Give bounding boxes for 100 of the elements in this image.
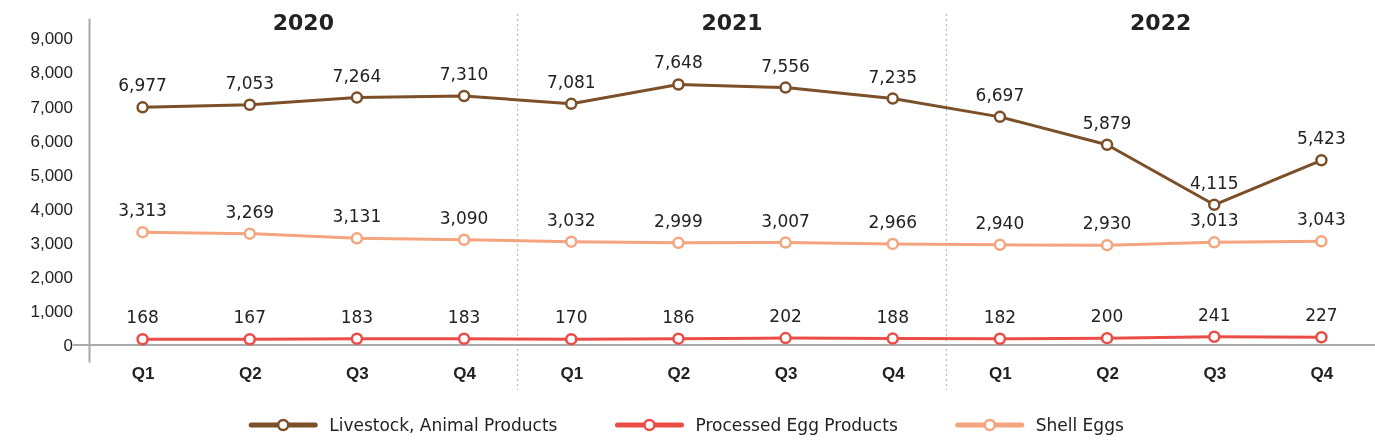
data-label: 7,264 (332, 65, 382, 86)
data-label: 3,131 (332, 206, 382, 227)
x-tick-label: Q2 (1096, 364, 1119, 384)
point (350, 91, 364, 104)
data-label: 2,966 (868, 211, 918, 232)
annotation: 2021 (701, 10, 763, 35)
y-tick-label: 1,000 (30, 301, 73, 321)
data-label: 183 (447, 306, 481, 327)
legend-label: Shell Eggs (1035, 415, 1124, 435)
x-tick-label: Q2 (238, 364, 262, 384)
y-tick-label: 3,000 (30, 233, 73, 253)
point (565, 332, 578, 346)
data-label: 3,090 (439, 207, 489, 228)
x-tick-label: Q3 (1203, 364, 1227, 384)
point (1208, 330, 1221, 344)
data-label: 5,879 (1082, 112, 1132, 133)
data-label: 7,556 (761, 55, 810, 76)
point (779, 331, 792, 345)
point (457, 89, 471, 103)
point (1100, 238, 1114, 252)
x-tick-label: Q4 (881, 364, 906, 384)
point (1208, 236, 1221, 249)
data-label: 3,043 (1297, 209, 1346, 230)
point (350, 232, 364, 245)
point (565, 97, 578, 111)
x-tick-label: Q4 (453, 364, 477, 384)
point (886, 332, 899, 345)
y-tick-label: 4,000 (30, 199, 73, 219)
data-label: 200 (1090, 306, 1124, 327)
legend-label: Livestock, Animal Products (329, 415, 558, 435)
data-label: 202 (769, 306, 802, 327)
point (1315, 235, 1328, 248)
y-tick-label: 6,000 (30, 131, 73, 151)
point (1315, 330, 1328, 344)
point (779, 81, 792, 94)
point (779, 236, 792, 249)
data-label: 3,269 (225, 201, 275, 222)
point (886, 92, 899, 105)
point (672, 332, 685, 345)
data-label: 7,310 (439, 64, 489, 84)
data-label: 241 (1198, 304, 1231, 325)
point (993, 238, 1007, 252)
legend-label: Processed Egg Products (695, 415, 898, 435)
data-label: 188 (876, 306, 909, 327)
data-label: 170 (555, 307, 588, 328)
data-label: 7,235 (868, 66, 918, 87)
point (243, 98, 256, 111)
point (993, 332, 1007, 346)
data-label: 3,032 (546, 209, 596, 230)
annotation: 2022 (1130, 10, 1192, 35)
x-tick-label: Q1 (989, 364, 1012, 384)
y-tick-label: 5,000 (30, 165, 73, 185)
point (457, 332, 471, 345)
point (136, 225, 149, 239)
point (672, 236, 685, 250)
data-label: 5,423 (1297, 128, 1346, 149)
x-tick-label: Q1 (560, 364, 584, 384)
point (565, 235, 578, 248)
data-label: 7,648 (654, 52, 703, 73)
data-label: 183 (340, 306, 374, 327)
point (672, 78, 685, 91)
y-tick-label: 8,000 (30, 63, 73, 83)
data-label: 3,013 (1189, 210, 1239, 231)
y-tick-label: 0 (63, 335, 73, 355)
x-tick-label: Q2 (667, 364, 691, 384)
point (136, 101, 149, 114)
point (993, 110, 1007, 124)
point (350, 332, 364, 345)
point (886, 237, 899, 251)
y-tick-label: 2,000 (30, 267, 73, 287)
data-label: 168 (126, 307, 159, 328)
point (1100, 331, 1114, 345)
data-label: 186 (662, 306, 695, 327)
data-label: 2,999 (654, 210, 703, 231)
y-tick-label: 9,000 (30, 29, 73, 49)
data-label: 2,930 (1082, 213, 1132, 234)
x-tick-label: Q1 (131, 364, 155, 384)
data-label: 7,053 (225, 72, 275, 93)
x-tick-label: Q3 (774, 364, 798, 384)
data-label: 167 (233, 307, 266, 328)
point (243, 227, 256, 240)
x-tick-label: Q3 (346, 364, 369, 384)
data-label: 6,697 (975, 84, 1025, 105)
data-label: 227 (1305, 305, 1338, 326)
point (136, 333, 149, 346)
x-tick-label: Q4 (1310, 364, 1334, 384)
point (243, 333, 256, 346)
annotation: 2020 (272, 10, 334, 35)
point (1208, 198, 1221, 212)
point (457, 233, 471, 246)
point (1100, 138, 1114, 151)
data-label: 6,977 (118, 75, 167, 96)
data-label: 4,115 (1189, 172, 1239, 193)
data-label: 3,313 (118, 200, 167, 221)
y-tick-label: 7,000 (30, 97, 73, 117)
point (1315, 154, 1328, 167)
data-label: 2,940 (975, 212, 1025, 233)
data-label: 3,007 (761, 210, 810, 231)
data-label: 182 (983, 306, 1017, 327)
data-label: 7,081 (546, 71, 596, 92)
